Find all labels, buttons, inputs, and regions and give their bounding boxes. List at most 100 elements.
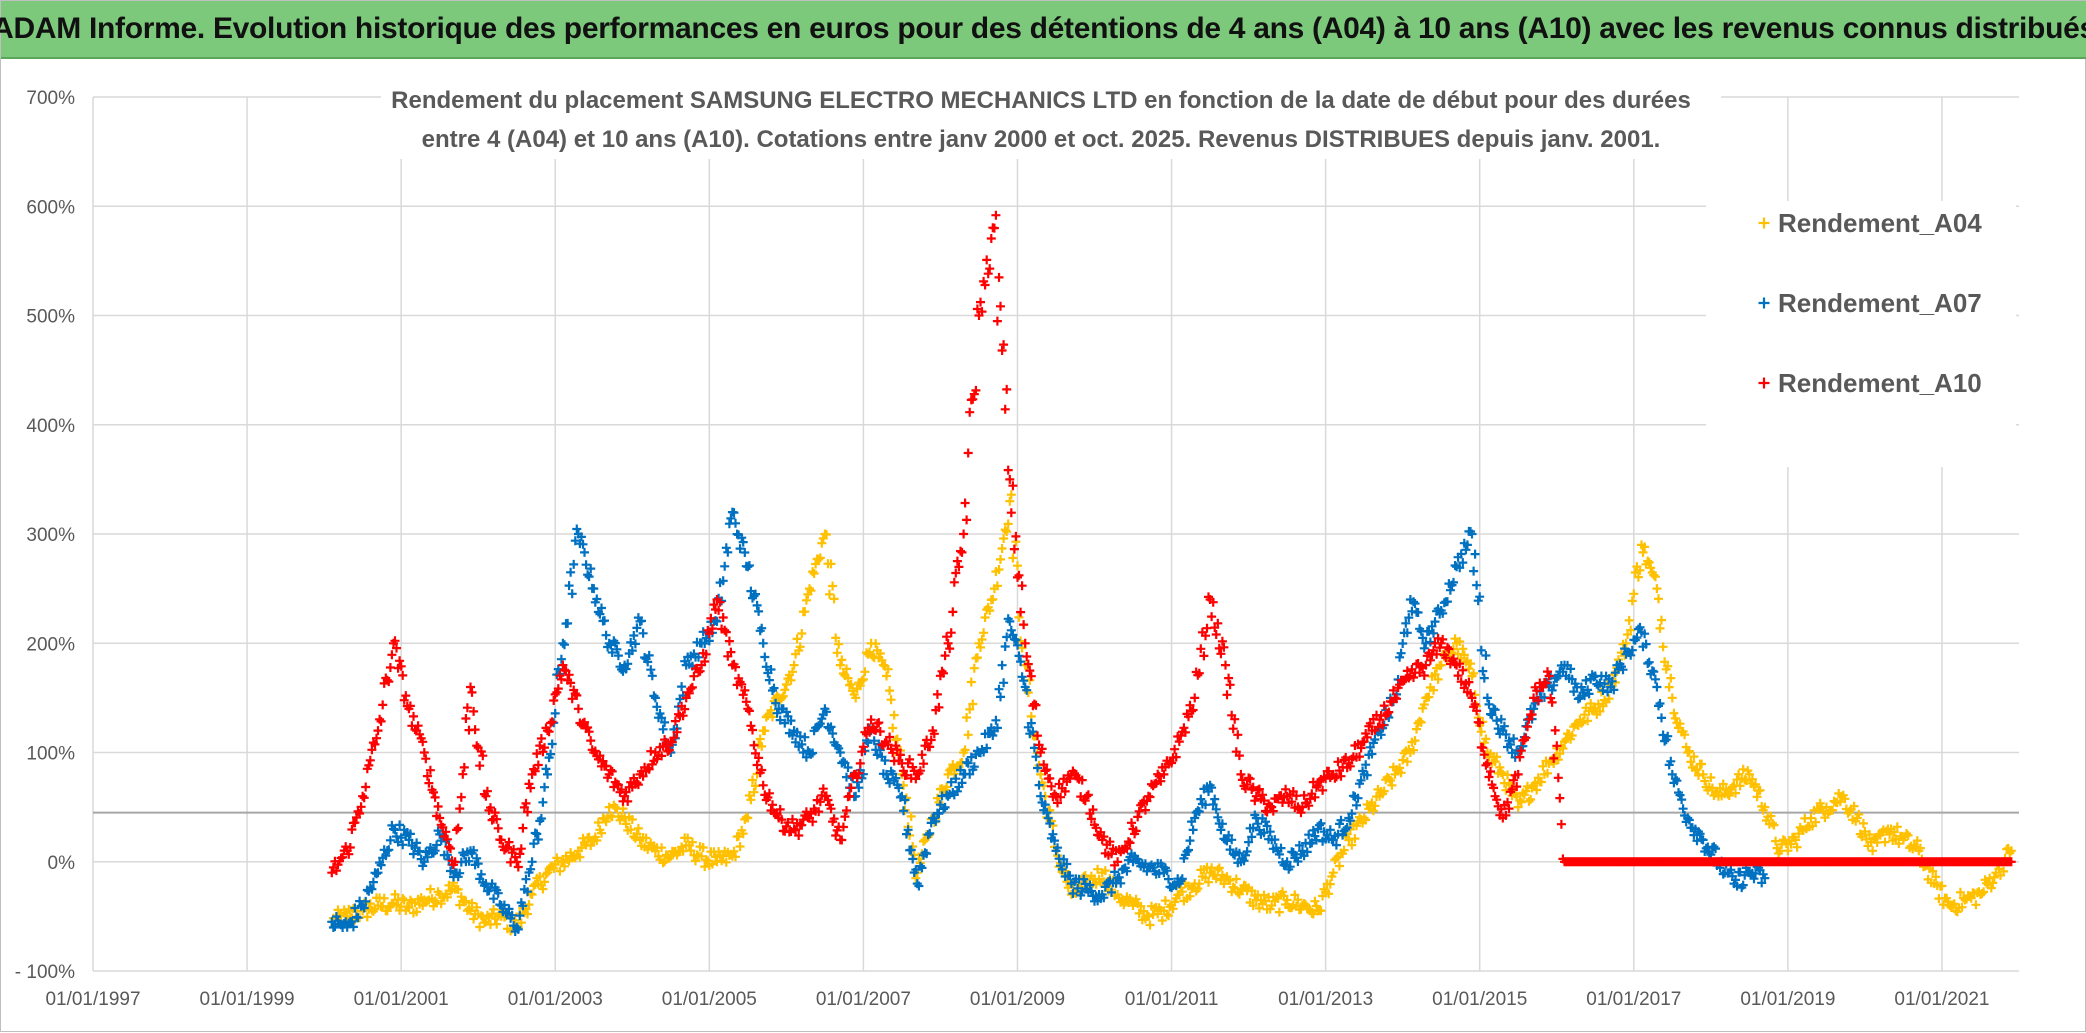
data-point bbox=[421, 754, 431, 764]
data-point bbox=[1732, 775, 1742, 785]
data-point bbox=[455, 868, 465, 878]
data-point bbox=[1217, 819, 1227, 829]
data-point bbox=[669, 733, 679, 743]
data-point bbox=[828, 581, 838, 591]
data-point bbox=[680, 704, 690, 714]
data-point bbox=[766, 705, 776, 715]
data-point bbox=[521, 874, 531, 884]
data-point bbox=[1640, 629, 1650, 639]
data-point bbox=[1532, 686, 1542, 696]
data-point bbox=[800, 732, 810, 742]
data-point bbox=[1692, 765, 1702, 774]
data-point bbox=[1686, 757, 1696, 767]
data-point bbox=[1438, 608, 1448, 618]
data-point bbox=[1361, 760, 1371, 770]
data-point bbox=[1695, 829, 1705, 839]
data-point bbox=[1401, 618, 1411, 628]
data-point bbox=[398, 840, 408, 850]
data-point bbox=[1584, 689, 1594, 699]
data-point bbox=[831, 633, 841, 643]
data-point bbox=[951, 568, 961, 578]
data-point bbox=[831, 831, 841, 840]
data-point bbox=[1082, 791, 1092, 801]
data-point bbox=[1640, 542, 1650, 552]
data-point bbox=[1017, 643, 1027, 653]
data-point bbox=[1324, 889, 1334, 899]
data-point bbox=[908, 854, 918, 864]
data-point bbox=[674, 709, 683, 719]
data-point bbox=[917, 750, 927, 760]
data-point bbox=[1057, 864, 1067, 874]
data-point bbox=[1134, 806, 1144, 816]
data-point bbox=[748, 775, 757, 785]
data-point bbox=[1261, 817, 1270, 827]
data-point bbox=[1709, 842, 1719, 852]
data-point bbox=[917, 863, 927, 873]
data-point bbox=[1233, 730, 1243, 740]
data-point bbox=[466, 682, 475, 692]
data-point bbox=[1624, 615, 1634, 625]
data-point bbox=[1666, 673, 1676, 683]
data-point bbox=[378, 901, 388, 911]
data-point bbox=[476, 869, 486, 879]
data-point bbox=[1011, 531, 1021, 541]
data-point bbox=[376, 716, 386, 726]
data-point bbox=[493, 888, 503, 898]
data-point bbox=[1073, 773, 1083, 783]
data-point bbox=[486, 803, 495, 813]
data-point bbox=[963, 448, 973, 458]
data-point bbox=[1236, 769, 1246, 779]
data-point bbox=[563, 855, 573, 865]
data-point bbox=[791, 825, 801, 835]
data-point bbox=[1971, 900, 1981, 910]
data-point bbox=[646, 665, 656, 675]
data-point bbox=[627, 646, 637, 656]
data-point bbox=[1122, 844, 1132, 854]
data-point bbox=[1065, 774, 1075, 784]
data-point bbox=[655, 709, 665, 718]
data-point bbox=[504, 904, 514, 914]
data-point bbox=[1652, 584, 1662, 594]
data-point bbox=[1811, 817, 1821, 827]
data-point bbox=[1643, 556, 1653, 566]
data-point bbox=[1325, 879, 1335, 889]
data-point bbox=[1356, 743, 1366, 753]
data-point bbox=[1558, 744, 1568, 753]
data-point bbox=[586, 841, 596, 851]
data-point bbox=[592, 594, 602, 604]
data-point bbox=[1723, 789, 1733, 799]
data-point bbox=[919, 759, 928, 769]
data-point bbox=[749, 740, 759, 750]
data-point bbox=[1396, 648, 1406, 658]
data-point bbox=[854, 768, 864, 778]
data-point bbox=[1026, 718, 1036, 728]
data-point bbox=[476, 747, 486, 756]
data-point bbox=[977, 635, 987, 644]
data-point bbox=[364, 760, 374, 770]
data-point bbox=[1410, 736, 1420, 746]
data-point bbox=[1162, 909, 1172, 919]
data-point bbox=[691, 856, 700, 866]
data-point bbox=[572, 690, 582, 700]
data-point bbox=[952, 556, 962, 566]
data-point bbox=[1455, 637, 1465, 646]
data-point bbox=[1182, 847, 1192, 856]
data-point bbox=[1988, 878, 1998, 888]
data-point bbox=[687, 837, 697, 847]
data-point bbox=[1675, 719, 1685, 729]
data-point bbox=[1022, 660, 1032, 670]
data-point bbox=[365, 755, 375, 765]
data-point bbox=[1957, 902, 1967, 912]
data-point bbox=[966, 677, 976, 687]
data-point bbox=[1016, 607, 1026, 617]
data-point bbox=[1330, 773, 1340, 783]
data-point bbox=[1429, 685, 1438, 695]
data-point bbox=[1373, 722, 1383, 732]
data-point bbox=[425, 843, 435, 852]
legend: Rendement_A04 Rendement_A07 Rendement_A10 bbox=[1706, 201, 2016, 467]
data-point bbox=[1436, 660, 1446, 670]
data-point bbox=[1689, 752, 1699, 762]
data-point bbox=[1375, 715, 1385, 725]
data-point bbox=[1727, 782, 1737, 792]
data-point bbox=[1456, 549, 1466, 559]
